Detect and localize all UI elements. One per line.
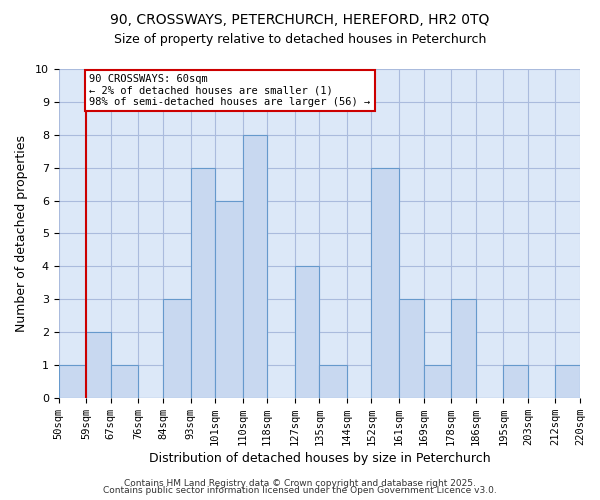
Bar	[451, 299, 476, 398]
Bar	[111, 365, 139, 398]
Bar	[215, 200, 242, 398]
Bar	[191, 168, 215, 398]
Text: 90, CROSSWAYS, PETERCHURCH, HEREFORD, HR2 0TQ: 90, CROSSWAYS, PETERCHURCH, HEREFORD, HR…	[110, 12, 490, 26]
Bar	[503, 365, 528, 398]
Text: Contains public sector information licensed under the Open Government Licence v3: Contains public sector information licen…	[103, 486, 497, 495]
Bar	[556, 365, 580, 398]
X-axis label: Distribution of detached houses by size in Peterchurch: Distribution of detached houses by size …	[149, 452, 490, 465]
Text: 90 CROSSWAYS: 60sqm
← 2% of detached houses are smaller (1)
98% of semi-detached: 90 CROSSWAYS: 60sqm ← 2% of detached hou…	[89, 74, 371, 107]
Text: Size of property relative to detached houses in Peterchurch: Size of property relative to detached ho…	[114, 32, 486, 46]
Bar	[163, 299, 191, 398]
Text: Contains HM Land Registry data © Crown copyright and database right 2025.: Contains HM Land Registry data © Crown c…	[124, 478, 476, 488]
Bar	[86, 332, 111, 398]
Bar	[399, 299, 424, 398]
Bar	[242, 135, 267, 398]
Y-axis label: Number of detached properties: Number of detached properties	[15, 135, 28, 332]
Bar	[424, 365, 451, 398]
Bar	[319, 365, 347, 398]
Bar	[371, 168, 399, 398]
Bar	[295, 266, 319, 398]
Bar	[59, 365, 86, 398]
